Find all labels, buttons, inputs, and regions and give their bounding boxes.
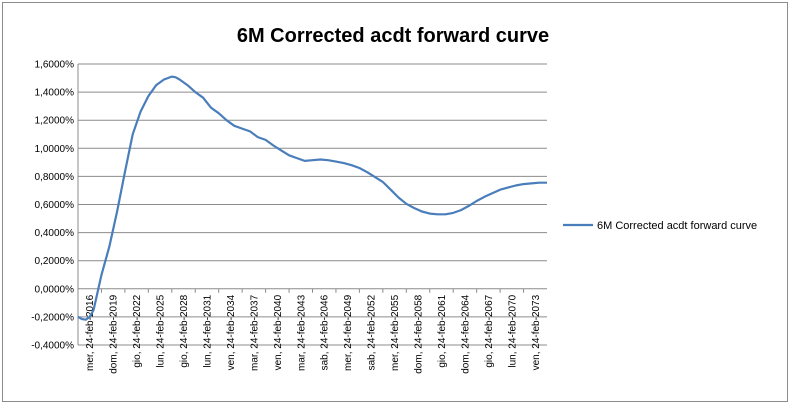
x-tick-label: ven, 24-feb-2040 [273, 294, 284, 370]
chart-svg: 6M Corrected acdt forward curve -0,4000%… [31, 25, 757, 374]
x-tick-label: mer, 24-feb-2049 [343, 294, 354, 371]
y-tick-label: 0,8000% [35, 172, 75, 183]
x-tick-label: ven, 24-feb-2073 [531, 294, 542, 370]
chart-frame: 6M Corrected acdt forward curve -0,4000%… [2, 2, 788, 402]
x-tick-label: gio, 24-feb-2022 [132, 294, 143, 367]
x-tick-label: lun, 24-feb-2031 [202, 294, 213, 367]
x-tick-label: dom, 24-feb-2019 [109, 294, 120, 373]
x-tick-label: dom, 24-feb-2064 [460, 294, 471, 373]
y-tick-label: 0,0000% [35, 284, 75, 295]
x-tick-label: sab, 24-feb-2052 [367, 294, 378, 370]
y-tick-label: 0,6000% [35, 200, 75, 211]
x-tick-label: mer, 24-feb-2055 [390, 294, 401, 371]
grid-layer [77, 63, 547, 346]
legend: 6M Corrected acdt forward curve [563, 220, 757, 232]
legend-label: 6M Corrected acdt forward curve [597, 220, 757, 232]
x-tick-label: mar, 24-feb-2037 [249, 294, 260, 371]
y-tick-label: -0,2000% [31, 312, 74, 323]
y-tick-label: 1,0000% [35, 144, 75, 155]
y-tick-label: -0,4000% [31, 341, 74, 352]
x-tick-label: gio, 24-feb-2067 [484, 294, 495, 367]
x-tick-label: lun, 24-feb-2070 [507, 294, 518, 367]
x-tick-label: mar, 24-feb-2043 [296, 294, 307, 371]
y-tick-label: 1,2000% [35, 116, 75, 127]
x-tick-label: mer, 24-feb-2016 [85, 294, 96, 371]
x-tick-label: gio, 24-feb-2061 [437, 294, 448, 367]
y-tick-label: 1,6000% [35, 60, 75, 71]
x-tick-label: gio, 24-feb-2028 [179, 294, 190, 367]
y-tick-label: 0,4000% [35, 228, 75, 239]
x-tick-label: lun, 24-feb-2025 [156, 294, 167, 367]
x-tick-label: ven, 24-feb-2034 [226, 294, 237, 370]
chart-title: 6M Corrected acdt forward curve [237, 25, 549, 47]
y-tick-label: 1,4000% [35, 88, 75, 99]
series-layer [77, 75, 547, 321]
y-tick-labels: -0,4000% -0,2000% 0,0000% 0,2000% 0,4000% 0,6… [31, 60, 74, 352]
series-line [77, 75, 547, 321]
x-tick-label: dom, 24-feb-2058 [414, 294, 425, 373]
x-tick-label: sab, 24-feb-2046 [320, 294, 331, 370]
x-tick-labels: mer, 24-feb-2016 dom, 24-feb-2019 gio, 24-… [77, 288, 542, 374]
y-tick-label: 0,2000% [35, 256, 75, 267]
